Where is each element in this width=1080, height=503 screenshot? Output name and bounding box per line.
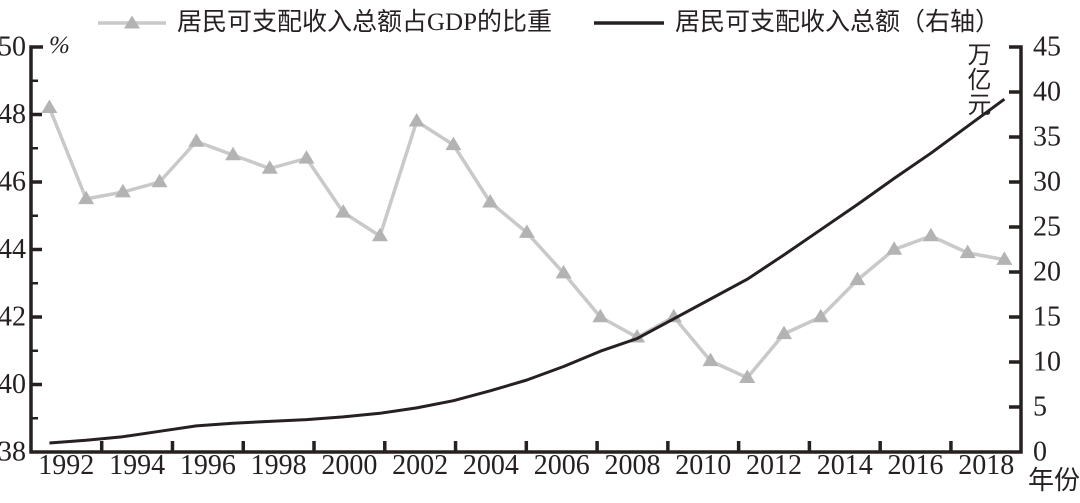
series-gdp-share-marker [518,224,535,238]
series-gdp-share-marker [335,204,352,218]
right-axis-tick-label: 15 [1033,302,1061,333]
x-axis-tick-label: 1992 [38,450,94,481]
right-axis-tick-label: 5 [1033,392,1047,423]
series-gdp-share-marker [482,193,499,208]
right-axis-tick-label: 40 [1033,77,1061,108]
triangle-marker-icon [124,15,140,29]
right-axis-tick-label: 35 [1033,122,1061,153]
legend: 居民可支配收入总额占GDP的比重 居民可支配收入总额（右轴） [98,8,1000,38]
legend-label-gdp-share: 居民可支配收入总额占GDP的比重 [177,9,553,36]
left-axis-tick-label: 48 [0,99,26,130]
series-gdp-share-marker [886,241,903,255]
right-axis-tick-label: 10 [1033,347,1061,378]
series-gdp-share-marker [225,146,242,161]
series-gdp-share-marker [665,308,682,323]
x-axis-title: 年份 [1028,466,1080,495]
x-axis-tick-label: 2014 [817,450,873,481]
right-axis-tick-label: 0 [1033,437,1047,468]
series-gdp-share-marker [151,173,168,188]
right-axis-tick-label: 45 [1033,32,1061,63]
series-gdp-share-marker [555,264,572,279]
series-gdp-share-marker [959,244,976,259]
series-gdp-share-marker [702,352,719,367]
left-axis-unit-label: % [49,32,70,59]
legend-label-total-income: 居民可支配收入总额（右轴） [675,9,1001,36]
legend-item-gdp-share: 居民可支配收入总额占GDP的比重 [98,8,552,38]
left-axis-tick-label: 38 [0,437,26,468]
right-axis-tick-label: 30 [1033,167,1061,198]
x-axis-tick-label: 1996 [180,450,236,481]
series-gdp-share-marker [445,136,462,151]
right-axis-tick-label: 25 [1033,212,1061,243]
x-axis-tick-label: 2006 [534,450,590,481]
left-axis-tick-label: 46 [0,167,26,198]
left-axis-tick-label: 40 [0,369,26,400]
series-gdp-share-marker [849,271,866,286]
x-axis-tick-label: 2012 [746,450,802,481]
right-axis-tick-label: 20 [1033,257,1061,288]
series-gdp-share-marker [41,99,58,113]
x-axis-tick-label: 1998 [251,450,307,481]
x-axis-tick-label: 2010 [675,450,731,481]
series-gdp-share-marker [996,251,1013,265]
x-axis-tick-label: 1994 [109,450,165,481]
series-gdp-share-marker [114,183,131,198]
series-gdp-share-line [47,107,1005,380]
x-axis-tick-label: 2018 [958,450,1014,481]
series-gdp-share-marker [298,150,315,164]
legend-swatch-line-triangle [98,15,166,29]
series-gdp-share-marker [776,325,792,340]
right-axis-unit-label: 万亿元 [963,42,989,117]
series-gdp-share-marker [408,112,425,127]
x-axis-tick-label: 2008 [604,450,660,481]
series-gdp-share-marker [371,227,388,242]
legend-swatch-line [594,21,665,25]
series-gdp-share-marker [188,133,205,147]
series-gdp-share-marker [922,227,939,242]
x-axis-tick-label: 2004 [463,450,519,481]
series-gdp-share-marker [739,369,756,383]
x-axis-tick-label: 2016 [888,450,944,481]
axis-frame [29,45,1023,454]
series-gdp-share-marker [812,308,829,323]
series-total-income-line [49,97,1006,445]
legend-item-total-income: 居民可支配收入总额（右轴） [594,8,1000,38]
left-axis-tick-label: 50 [0,32,26,63]
series-gdp-share-marker [261,160,278,174]
x-axis-tick-label: 2000 [321,450,377,481]
left-axis-tick-label: 42 [0,302,26,333]
series-gdp-share-marker [592,308,609,323]
series-gdp-share-marker [78,190,95,205]
left-axis-tick-label: 44 [0,234,26,265]
x-axis-tick-label: 2002 [392,450,448,481]
